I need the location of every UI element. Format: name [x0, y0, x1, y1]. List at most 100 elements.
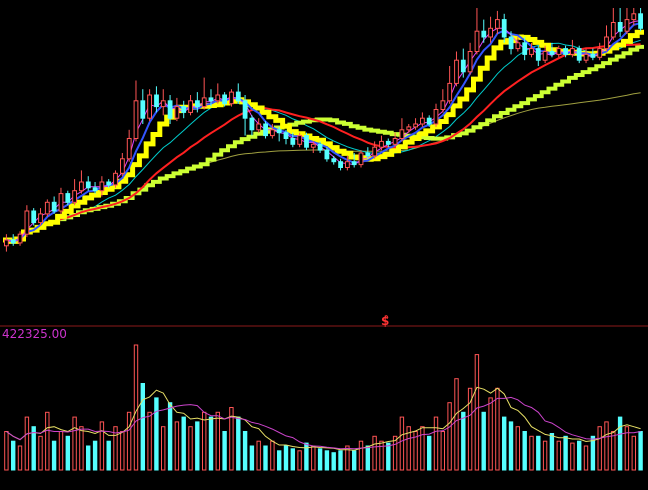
candle-body — [52, 202, 56, 211]
volume-bar — [182, 417, 185, 470]
candle-body — [414, 124, 418, 127]
candle — [577, 46, 581, 63]
candle-body — [577, 49, 581, 61]
volume-bar — [264, 446, 267, 470]
candle-body — [536, 49, 540, 61]
candle-body — [271, 130, 275, 136]
candle-body — [475, 31, 479, 51]
volume-bar — [523, 432, 526, 471]
candle-body — [59, 194, 63, 211]
candle-body — [625, 20, 629, 32]
candle — [32, 208, 36, 225]
volume-bar — [175, 422, 178, 470]
candle-body — [489, 28, 493, 37]
volume-bar — [87, 446, 90, 470]
volume-bar — [271, 441, 274, 470]
candle-body — [291, 139, 295, 145]
candle-body — [257, 124, 261, 130]
volume-bar — [155, 398, 158, 470]
candle-body — [639, 14, 643, 28]
candle-body — [332, 159, 336, 162]
candle-body — [352, 162, 356, 165]
signal-marker: $̂ — [381, 314, 389, 328]
volume-bar — [18, 446, 21, 470]
volume-bar — [257, 441, 260, 470]
candle-body — [611, 23, 615, 38]
candle-body — [427, 118, 431, 124]
volume-bar — [428, 436, 431, 470]
candle-body — [93, 188, 97, 191]
volume-bar — [543, 441, 546, 470]
candle-body — [230, 92, 234, 104]
candle-body — [189, 101, 193, 113]
volume-bar — [148, 412, 151, 470]
volume-bar — [196, 422, 199, 470]
volume-bar — [291, 449, 294, 470]
candle-body — [564, 49, 568, 55]
candle-body — [168, 101, 172, 118]
volume-bar — [278, 451, 281, 470]
candle-body — [598, 49, 602, 58]
candle-body — [121, 159, 125, 174]
volume-bar — [168, 403, 171, 470]
candle-body — [100, 182, 104, 191]
candle-body — [175, 107, 179, 119]
volume-max-label: 422325.00 — [2, 327, 67, 341]
volume-bar — [482, 412, 485, 470]
candle-body — [366, 153, 370, 156]
volume-bar — [100, 422, 103, 470]
candle-body — [393, 139, 397, 145]
candle-body — [386, 141, 390, 144]
volume-bar — [127, 412, 130, 470]
candle-body — [605, 37, 609, 49]
candle-body — [284, 133, 288, 139]
candle-body — [632, 14, 636, 20]
volume-bar — [366, 446, 369, 470]
candle-body — [618, 23, 622, 32]
volume-bar — [618, 417, 621, 470]
candle-body — [114, 173, 118, 185]
volume-bar — [455, 379, 458, 470]
candle-body — [80, 182, 84, 191]
volume-bar — [284, 446, 287, 470]
volume-bar — [557, 441, 560, 470]
candle-body — [502, 20, 506, 37]
volume-bar — [243, 432, 246, 471]
volume-bar — [509, 422, 512, 470]
candle-body — [543, 52, 547, 61]
candle-body — [455, 60, 459, 83]
volume-bar — [475, 355, 478, 470]
candle-body — [461, 60, 465, 72]
volume-bar — [39, 436, 42, 470]
candle-body — [141, 101, 145, 118]
volume-bar — [598, 427, 601, 470]
candle-body — [571, 49, 575, 55]
candle-body — [155, 95, 159, 107]
volume-bar — [591, 436, 594, 470]
candle-body — [32, 211, 36, 223]
candle-body — [482, 31, 486, 37]
volume-bar — [434, 417, 437, 470]
volume-bar — [203, 412, 206, 470]
candle-body — [86, 182, 90, 188]
volume-bar — [141, 384, 144, 471]
candle-body — [148, 95, 152, 118]
candle-body — [223, 95, 227, 104]
candle-body — [400, 130, 404, 139]
volume-bar — [612, 432, 615, 471]
candle-body — [516, 43, 520, 49]
candle-body — [134, 101, 138, 139]
volume-bar — [5, 432, 8, 471]
volume-bar — [516, 427, 519, 470]
candle — [264, 121, 268, 138]
volume-bar — [162, 427, 165, 470]
candle-body — [373, 147, 377, 156]
candle-body — [107, 182, 111, 185]
volume-bar — [66, 436, 69, 470]
candle-body — [584, 54, 588, 60]
volume-bar — [189, 427, 192, 470]
candle-body — [73, 191, 77, 203]
volume-bar — [332, 453, 335, 470]
candle-body — [434, 110, 438, 125]
volume-bar — [209, 417, 212, 470]
